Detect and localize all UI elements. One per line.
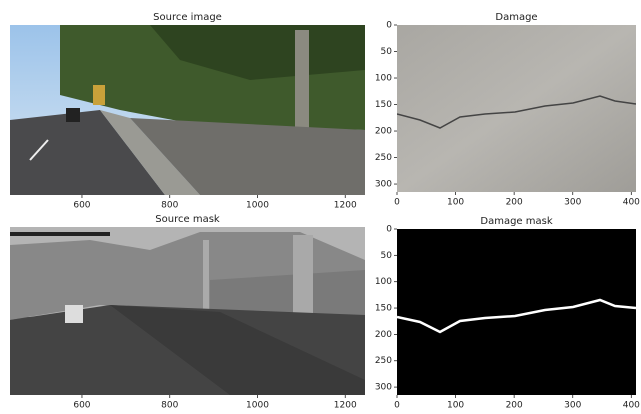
x-tick-label: 800 [161,401,178,411]
y-tick-label: 200 [375,330,392,340]
y-tick-label: 250 [375,356,392,366]
y-tick-label: 300 [375,180,392,190]
y-tick-label: 150 [375,304,392,314]
y-tick-label: 50 [381,47,393,57]
x-tick-label: 600 [73,201,90,211]
panel-title: Damage mask [480,216,552,227]
x-tick-label: 1200 [334,401,357,411]
x-tick-label: 400 [623,401,640,411]
x-tick-label: 0 [394,198,400,208]
source-mask [10,227,365,395]
x-tick-label: 600 [73,401,90,411]
damage-image [397,25,636,192]
y-tick-label: 200 [375,127,392,137]
y-tick-label: 250 [375,153,392,163]
source-image [10,25,365,195]
x-tick-label: 1200 [334,201,357,211]
y-tick-label: 0 [386,21,392,31]
x-tick-label: 300 [564,198,581,208]
y-tick-label: 150 [375,100,392,110]
x-tick-label: 400 [623,198,640,208]
panel-title: Damage [495,12,537,23]
figure: Source image60080010001200Damage01002003… [0,0,641,414]
x-tick-label: 100 [447,401,464,411]
damage-mask [397,229,636,395]
panel-title: Source image [153,12,222,23]
y-tick-label: 100 [375,74,392,84]
x-tick-label: 200 [506,401,523,411]
x-tick-label: 300 [564,401,581,411]
y-tick-label: 300 [375,383,392,393]
x-tick-label: 100 [447,198,464,208]
x-tick-label: 800 [161,201,178,211]
x-tick-label: 0 [394,401,400,411]
y-tick-label: 0 [386,225,392,235]
x-tick-label: 200 [506,198,523,208]
x-tick-label: 1000 [246,401,269,411]
y-tick-label: 50 [381,251,393,261]
panel-title: Source mask [155,214,220,225]
x-tick-label: 1000 [246,201,269,211]
y-tick-label: 100 [375,277,392,287]
